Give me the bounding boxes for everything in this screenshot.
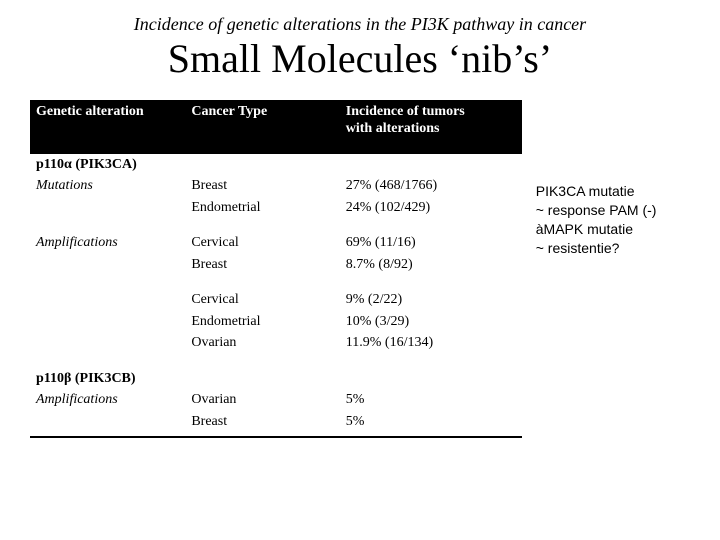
slide-title: Small Molecules ‘nib’s’ [30, 35, 690, 82]
cell-incidence: 69% (11/16) [340, 232, 522, 254]
table-row: Amplifications Cervical 69% (11/16) [30, 232, 522, 254]
cell-incidence: 5% [340, 389, 522, 411]
table-row: Amplifications Ovarian 5% [30, 389, 522, 411]
p110b-label: p110β (PIK3CB) [36, 371, 136, 386]
header-incidence: Incidence of tumors with alterations [340, 100, 522, 154]
cell-cancer-type: Cervical [185, 289, 339, 311]
table-row: Cervical 9% (2/22) [30, 289, 522, 311]
cell-incidence: 27% (468/1766) [340, 175, 522, 197]
cell-cancer-type: Endometrial [185, 197, 339, 219]
sidenote-line: PIK3CA mutatie [536, 182, 690, 201]
sidenote-line: àMAPK mutatie [536, 220, 690, 239]
cell-cancer-type: Ovarian [185, 332, 339, 354]
cell-incidence: 9% (2/22) [340, 289, 522, 311]
cell-incidence: 8.7% (8/92) [340, 254, 522, 276]
mutations-label: Mutations [36, 178, 93, 193]
cell-cancer-type: Breast [185, 411, 339, 438]
sidenote-line: ~ resistentie? [536, 239, 690, 258]
table-row: p110α (PIK3CA) [30, 154, 522, 176]
table-row: p110β (PIK3CB) [30, 368, 522, 390]
table-row-gap [30, 275, 522, 289]
table-header-row: Genetic alteration Cancer Type Incidence… [30, 100, 522, 154]
header-cancer-type: Cancer Type [185, 100, 339, 154]
cell-incidence: 5% [340, 411, 522, 438]
cell-incidence: 24% (102/429) [340, 197, 522, 219]
cell-cancer-type: Ovarian [185, 389, 339, 411]
slide-subtitle: Incidence of genetic alterations in the … [30, 14, 690, 35]
side-annotation: PIK3CA mutatie ~ response PAM (-) àMAPK … [536, 182, 690, 258]
cell-incidence: 11.9% (16/134) [340, 332, 522, 354]
table-row: Mutations Breast 27% (468/1766) [30, 175, 522, 197]
alterations-table: Genetic alteration Cancer Type Incidence… [30, 100, 522, 438]
p110a-label: p110α (PIK3CA) [36, 157, 137, 172]
header-genetic-alteration: Genetic alteration [30, 100, 185, 154]
sidenote-line: ~ response PAM (-) [536, 201, 690, 220]
table-row-gap [30, 218, 522, 232]
cell-incidence: 10% (3/29) [340, 311, 522, 333]
cell-cancer-type: Breast [185, 175, 339, 197]
table-row: Breast 5% [30, 411, 522, 438]
arrow-icon: à [536, 221, 544, 237]
p110b-amplifications-label: Amplifications [36, 392, 118, 407]
cell-cancer-type: Breast [185, 254, 339, 276]
table-row: Endometrial 10% (3/29) [30, 311, 522, 333]
cell-cancer-type: Endometrial [185, 311, 339, 333]
table-row: Breast 8.7% (8/92) [30, 254, 522, 276]
cell-cancer-type: Cervical [185, 232, 339, 254]
table-row: Endometrial 24% (102/429) [30, 197, 522, 219]
amplifications-label: Amplifications [36, 235, 118, 250]
table-row: Ovarian 11.9% (16/134) [30, 332, 522, 354]
table-row-gap [30, 354, 522, 368]
